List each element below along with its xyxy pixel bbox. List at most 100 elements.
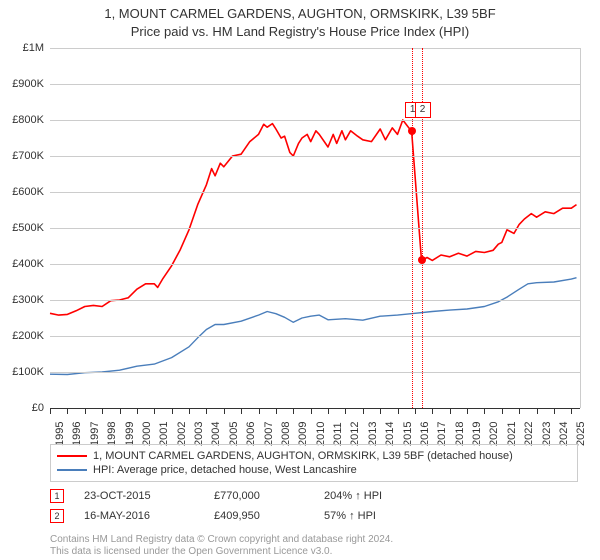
- x-tick: [102, 408, 103, 414]
- x-axis-label: 2018: [454, 422, 466, 446]
- x-axis-label: 2024: [558, 422, 570, 446]
- footer-line1: Contains HM Land Registry data © Crown c…: [50, 534, 580, 546]
- x-tick: [172, 408, 173, 414]
- gridline: [50, 336, 580, 337]
- sales-table: 1 23-OCT-2015 £770,000 204% ↑ HPI 2 16-MAY-20…: [50, 486, 580, 526]
- x-axis-label: 2010: [315, 422, 327, 446]
- x-axis-label: 2008: [280, 422, 292, 446]
- x-tick: [571, 408, 572, 414]
- sale-hpi: 57% ↑ HPI: [324, 510, 580, 522]
- x-tick: [259, 408, 260, 414]
- x-tick: [120, 408, 121, 414]
- x-axis-label: 2015: [402, 422, 414, 446]
- x-axis-label: 2025: [575, 422, 587, 446]
- chart-title-sub: Price paid vs. HM Land Registry's House …: [0, 24, 600, 39]
- y-axis-label: £400K: [0, 258, 44, 270]
- legend-swatch: [57, 455, 87, 457]
- chart-title-address: 1, MOUNT CARMEL GARDENS, AUGHTON, ORMSKI…: [0, 6, 600, 21]
- x-axis-label: 2014: [384, 422, 396, 446]
- x-axis-label: 2020: [488, 422, 500, 446]
- sale-row: 2 16-MAY-2016 £409,950 57% ↑ HPI: [50, 506, 580, 526]
- x-tick: [50, 408, 51, 414]
- x-tick: [85, 408, 86, 414]
- x-axis-label: 2011: [332, 422, 344, 446]
- x-tick: [311, 408, 312, 414]
- x-axis-label: 2003: [193, 422, 205, 446]
- gridline: [50, 120, 580, 121]
- x-tick: [415, 408, 416, 414]
- x-axis-label: 1998: [106, 422, 118, 446]
- y-axis-label: £800K: [0, 114, 44, 126]
- gridline: [50, 156, 580, 157]
- y-axis-label: £200K: [0, 330, 44, 342]
- x-tick: [206, 408, 207, 414]
- marker-label: 2: [415, 102, 431, 118]
- y-axis-label: £100K: [0, 366, 44, 378]
- legend: 1, MOUNT CARMEL GARDENS, AUGHTON, ORMSKI…: [50, 444, 578, 482]
- marker-dot: [418, 256, 426, 264]
- x-axis-label: 2023: [541, 422, 553, 446]
- x-axis-label: 2000: [141, 422, 153, 446]
- gridline: [50, 300, 580, 301]
- sale-index: 2: [50, 509, 64, 523]
- legend-row: HPI: Average price, detached house, West…: [57, 463, 571, 477]
- x-axis-label: 1999: [124, 422, 136, 446]
- y-axis-label: £1M: [0, 42, 44, 54]
- chart-area: £0£100K£200K£300K£400K£500K£600K£700K£80…: [50, 48, 580, 408]
- x-axis-label: 2012: [349, 422, 361, 446]
- x-tick: [380, 408, 381, 414]
- x-axis-label: 2005: [228, 422, 240, 446]
- gridline: [50, 372, 580, 373]
- y-axis-label: £700K: [0, 150, 44, 162]
- gridline: [50, 408, 580, 409]
- x-tick: [137, 408, 138, 414]
- gridline: [50, 84, 580, 85]
- sale-price: £770,000: [214, 490, 304, 502]
- x-tick: [484, 408, 485, 414]
- x-axis-label: 1995: [54, 422, 66, 446]
- x-tick: [363, 408, 364, 414]
- x-tick: [241, 408, 242, 414]
- x-tick: [398, 408, 399, 414]
- x-axis-label: 1997: [89, 422, 101, 446]
- x-tick: [67, 408, 68, 414]
- x-axis-label: 2017: [436, 422, 448, 446]
- x-axis-label: 2002: [176, 422, 188, 446]
- sale-date: 16-MAY-2016: [84, 510, 194, 522]
- legend-text: HPI: Average price, detached house, West…: [93, 464, 357, 476]
- x-tick: [154, 408, 155, 414]
- legend-swatch: [57, 469, 87, 471]
- sale-row: 1 23-OCT-2015 £770,000 204% ↑ HPI: [50, 486, 580, 506]
- x-axis-label: 2004: [210, 422, 222, 446]
- gridline: [50, 228, 580, 229]
- x-tick: [189, 408, 190, 414]
- x-axis-label: 2019: [471, 422, 483, 446]
- x-axis-label: 2013: [367, 422, 379, 446]
- x-tick: [519, 408, 520, 414]
- sale-index: 1: [50, 489, 64, 503]
- x-tick: [432, 408, 433, 414]
- x-tick: [502, 408, 503, 414]
- y-axis-label: £900K: [0, 78, 44, 90]
- series-hpi: [50, 278, 577, 375]
- x-axis-label: 2021: [506, 422, 518, 446]
- marker-dot: [408, 127, 416, 135]
- x-axis-label: 2001: [158, 422, 170, 446]
- legend-row: 1, MOUNT CARMEL GARDENS, AUGHTON, ORMSKI…: [57, 449, 571, 463]
- x-tick: [554, 408, 555, 414]
- sale-hpi: 204% ↑ HPI: [324, 490, 580, 502]
- y-axis-label: £600K: [0, 186, 44, 198]
- sale-date: 23-OCT-2015: [84, 490, 194, 502]
- sale-price: £409,950: [214, 510, 304, 522]
- series-property: [50, 120, 577, 315]
- x-tick: [293, 408, 294, 414]
- y-axis-label: £500K: [0, 222, 44, 234]
- plot-area: £0£100K£200K£300K£400K£500K£600K£700K£80…: [50, 48, 581, 408]
- x-tick: [345, 408, 346, 414]
- x-tick: [467, 408, 468, 414]
- gridline: [50, 264, 580, 265]
- x-axis-label: 1996: [71, 422, 83, 446]
- footer-line2: This data is licensed under the Open Gov…: [50, 546, 580, 558]
- x-tick: [276, 408, 277, 414]
- gridline: [50, 48, 580, 49]
